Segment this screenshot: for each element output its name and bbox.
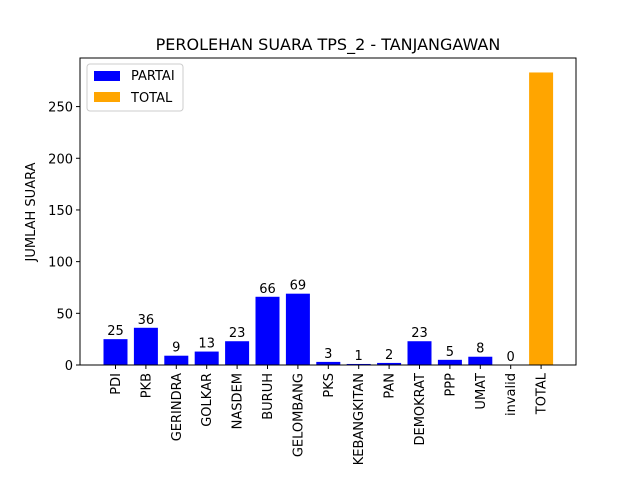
data-label-pks: 3 xyxy=(324,347,332,362)
x-tick-label-golkar: GOLKAR xyxy=(200,373,215,427)
legend-label-partai: PARTAI xyxy=(131,69,175,84)
bar-nasdem xyxy=(225,341,250,365)
data-label-nasdem: 23 xyxy=(229,326,246,341)
data-label-gerindra: 9 xyxy=(172,341,180,356)
x-tick-label-demokrat: DEMOKRAT xyxy=(413,373,428,446)
y-tick-label: 100 xyxy=(48,256,73,271)
bar-total xyxy=(529,72,554,365)
bar-pks xyxy=(316,361,341,365)
bar-ppp xyxy=(437,359,462,365)
legend-swatch-partai xyxy=(94,71,120,81)
bar-pdi xyxy=(103,339,128,365)
bar-gelombang xyxy=(285,293,310,365)
bar-gerindra xyxy=(164,355,189,365)
data-label-buruh: 66 xyxy=(259,282,276,297)
bar-demokrat xyxy=(407,341,432,365)
data-label-demokrat: 23 xyxy=(411,326,428,341)
x-tick-label-gerindra: GERINDRA xyxy=(170,373,185,441)
data-label-ppp: 5 xyxy=(446,345,454,360)
y-axis-label: JUMLAH SUARA xyxy=(24,162,39,262)
data-label-pdi: 25 xyxy=(107,324,124,339)
data-label-kebangkitan: 1 xyxy=(355,349,363,364)
x-tick-label-kebangkitan: KEBANGKITAN xyxy=(352,373,367,465)
legend-label-total: TOTAL xyxy=(130,91,173,106)
y-tick-label: 200 xyxy=(48,152,73,167)
bar-umat xyxy=(468,356,493,365)
bar-golkar xyxy=(194,351,219,365)
data-label-invalid: 0 xyxy=(507,350,515,365)
x-tick-label-pdi: PDI xyxy=(109,373,124,395)
y-tick-label: 0 xyxy=(65,359,73,374)
legend-swatch-total xyxy=(94,92,120,102)
x-tick-label-total: TOTAL xyxy=(535,372,550,415)
legend: PARTAI TOTAL xyxy=(86,63,184,112)
x-tick-label-pkb: PKB xyxy=(139,373,154,398)
plot-frame xyxy=(79,57,577,366)
y-tick-label: 250 xyxy=(48,101,73,116)
data-label-gelombang: 69 xyxy=(290,279,307,294)
x-tick-label-nasdem: NASDEM xyxy=(231,373,246,429)
chart-title: PEROLEHAN SUARA TPS_2 - TANJANGAWAN xyxy=(156,35,501,55)
data-label-pan: 2 xyxy=(385,348,393,363)
x-tick-label-pan: PAN xyxy=(383,373,398,399)
data-label-golkar: 13 xyxy=(198,337,215,352)
x-tick-label-invalid: invalid xyxy=(504,373,519,416)
data-labels-group: 25 36 9 13 23 66 69 3 1 2 23 5 8 0 xyxy=(107,279,515,365)
data-label-umat: 8 xyxy=(476,342,484,357)
bar-pkb xyxy=(133,327,158,365)
y-tick-label: 150 xyxy=(48,204,73,219)
x-tick-label-ppp: PPP xyxy=(443,373,458,397)
y-tick-label: 50 xyxy=(56,307,73,322)
x-tick-label-umat: UMAT xyxy=(474,373,489,410)
bar-pan xyxy=(377,362,402,365)
data-label-pkb: 36 xyxy=(138,313,155,328)
bar-buruh xyxy=(255,296,280,365)
bar-kebangkitan xyxy=(346,363,371,365)
x-tick-label-buruh: BURUH xyxy=(261,373,276,420)
x-tick-label-gelombang: GELOMBANG xyxy=(291,373,306,457)
x-axis-ticks: PDI PKB GERINDRA GOLKAR NASDEM BURUH GELOMBANG… xyxy=(109,365,550,465)
bars-group xyxy=(103,72,554,365)
y-axis-ticks: 0 50 100 150 200 250 xyxy=(48,101,80,374)
x-tick-label-pks: PKS xyxy=(322,373,337,398)
